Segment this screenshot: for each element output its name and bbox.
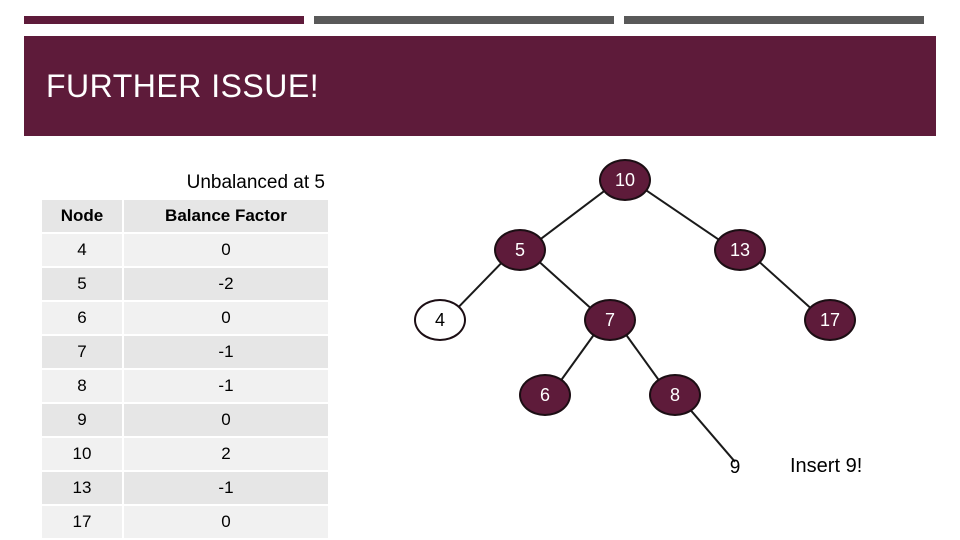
table-row: 5-2 xyxy=(41,267,329,301)
table-cell: 0 xyxy=(123,505,329,539)
annotation-insert: Insert 9! xyxy=(790,455,862,478)
table-body: 405-2607-18-19010213-1170 xyxy=(41,233,329,539)
stripe-segment xyxy=(314,16,614,24)
tree-node-10: 10 xyxy=(599,159,651,201)
tree-edge xyxy=(760,262,811,307)
stripe-segment xyxy=(624,16,924,24)
tree-edge xyxy=(459,263,501,307)
tree-node-6: 6 xyxy=(519,374,571,416)
tree-edge xyxy=(540,262,591,307)
title-banner: FURTHER ISSUE! xyxy=(24,36,936,136)
page-title: FURTHER ISSUE! xyxy=(46,68,319,105)
table-cell: 0 xyxy=(123,233,329,267)
tree-node-8: 8 xyxy=(649,374,701,416)
content-area: Unbalanced at 5 Node Balance Factor 405-… xyxy=(0,150,960,540)
stripe-segment xyxy=(24,16,304,24)
table-cell: 6 xyxy=(41,301,123,335)
tree-edge xyxy=(541,191,604,239)
tree-edge xyxy=(691,410,735,461)
balance-factor-table: Node Balance Factor 405-2607-18-19010213… xyxy=(40,198,330,540)
annotation-unbalanced: Unbalanced at 5 xyxy=(15,172,325,194)
table-row: 102 xyxy=(41,437,329,471)
table-cell: 7 xyxy=(41,335,123,369)
table-row: 13-1 xyxy=(41,471,329,505)
tree-node-9-label: 9 xyxy=(730,457,741,479)
table-cell: 13 xyxy=(41,471,123,505)
table-cell: 10 xyxy=(41,437,123,471)
table-cell: -1 xyxy=(123,335,329,369)
table-row: 40 xyxy=(41,233,329,267)
table-cell: 0 xyxy=(123,403,329,437)
table-row: 7-1 xyxy=(41,335,329,369)
tree-node-4: 4 xyxy=(414,299,466,341)
table-row: 60 xyxy=(41,301,329,335)
tree-node-13: 13 xyxy=(714,229,766,271)
table-cell: -2 xyxy=(123,267,329,301)
table-row: 90 xyxy=(41,403,329,437)
table-cell: 8 xyxy=(41,369,123,403)
top-accent-stripe xyxy=(24,16,924,24)
table-cell: 17 xyxy=(41,505,123,539)
table-header-row: Node Balance Factor xyxy=(41,199,329,233)
table-row: 8-1 xyxy=(41,369,329,403)
table-cell: 0 xyxy=(123,301,329,335)
table-cell: 4 xyxy=(41,233,123,267)
tree-edge xyxy=(626,335,658,380)
col-node: Node xyxy=(41,199,123,233)
table-row: 170 xyxy=(41,505,329,539)
table-cell: -1 xyxy=(123,471,329,505)
table-cell: -1 xyxy=(123,369,329,403)
table-cell: 9 xyxy=(41,403,123,437)
tree-diagram: 10 5 13 4 7 17 6 8 9 xyxy=(330,150,950,540)
tree-edge xyxy=(561,335,593,380)
tree-edge xyxy=(646,190,718,239)
table-cell: 5 xyxy=(41,267,123,301)
table-cell: 2 xyxy=(123,437,329,471)
tree-node-17: 17 xyxy=(804,299,856,341)
tree-edges-svg xyxy=(330,150,950,540)
col-balance: Balance Factor xyxy=(123,199,329,233)
tree-node-7: 7 xyxy=(584,299,636,341)
tree-node-5: 5 xyxy=(494,229,546,271)
